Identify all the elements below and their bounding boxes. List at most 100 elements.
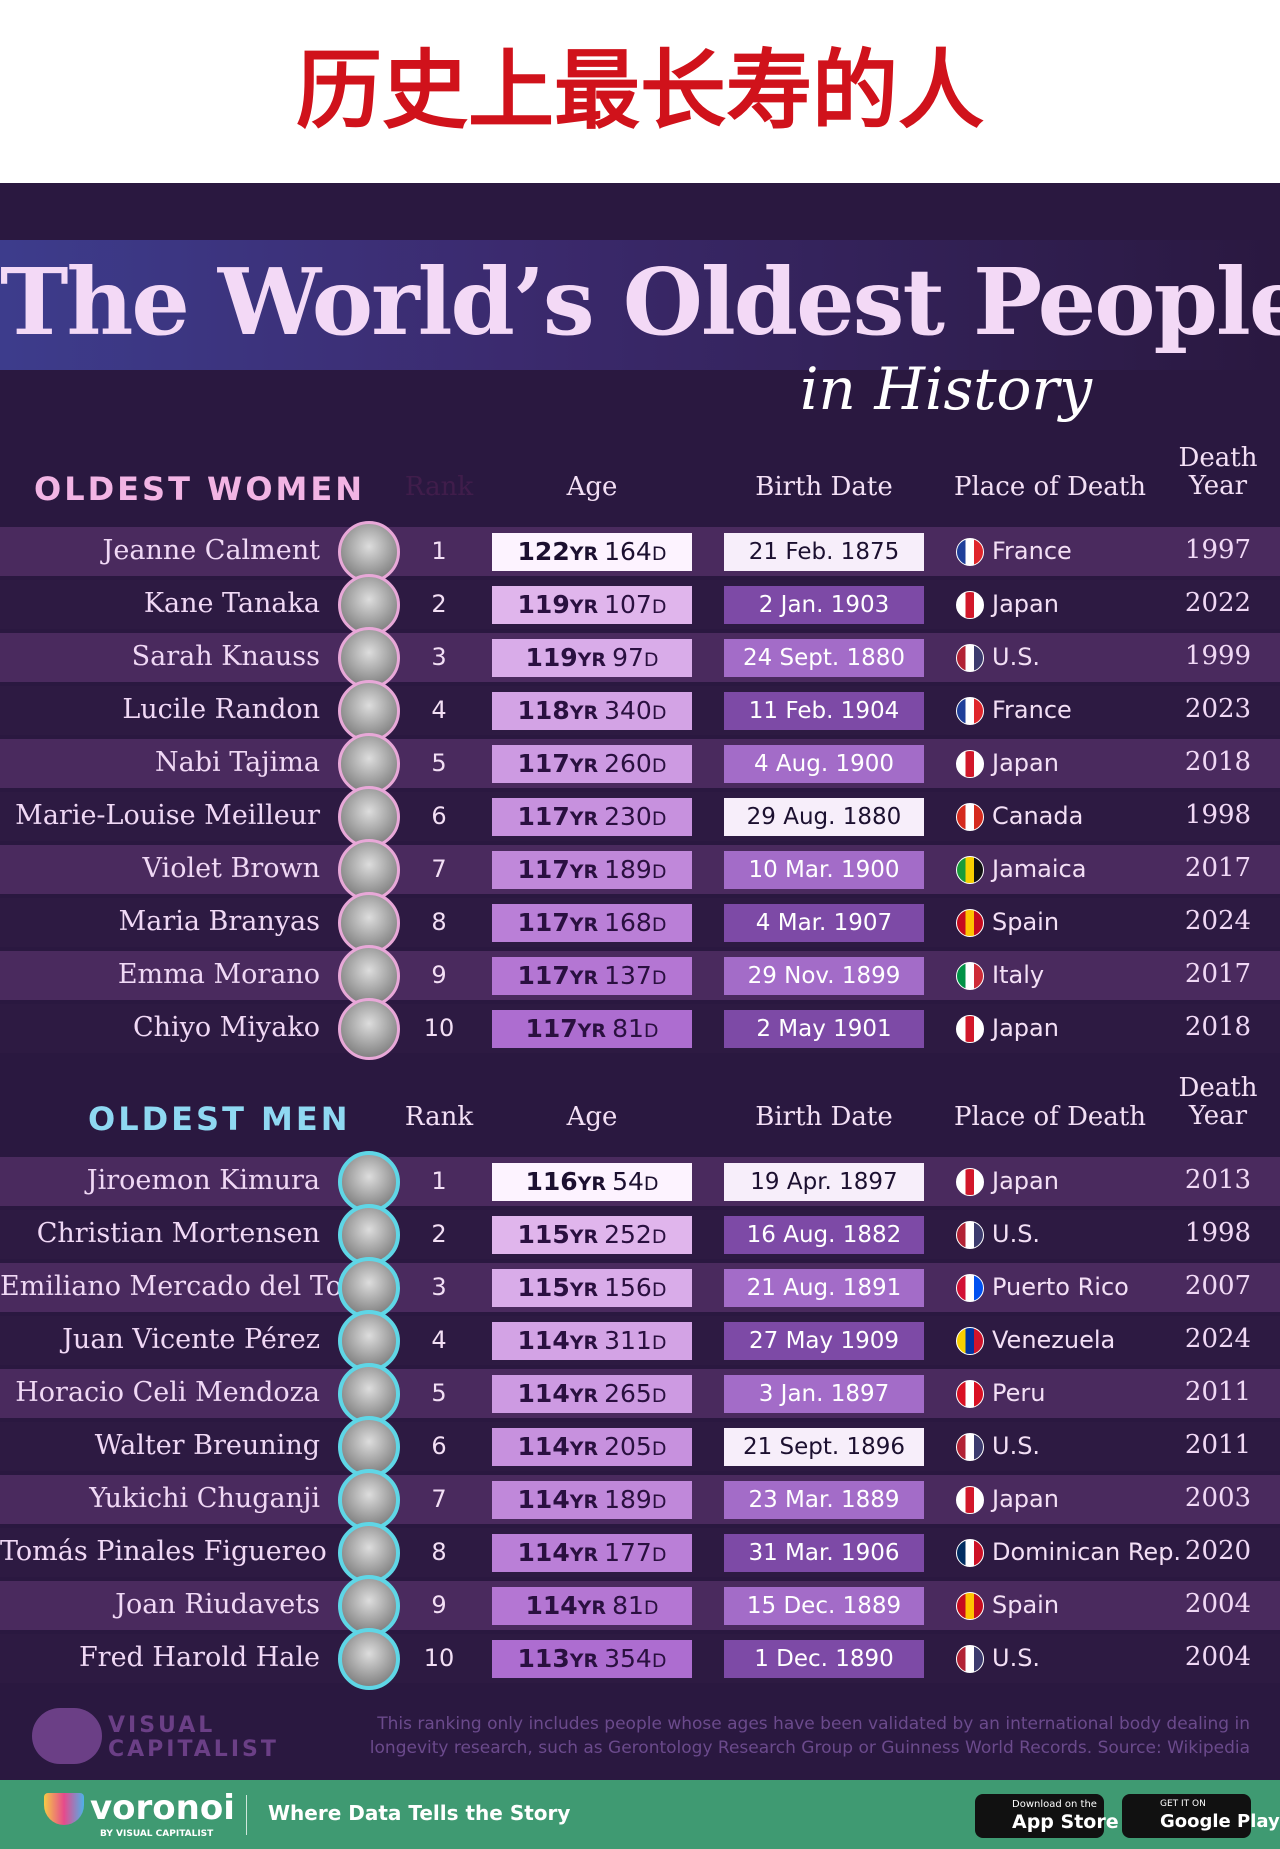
rank: 3 bbox=[431, 1273, 447, 1301]
top-banner bbox=[0, 0, 1280, 183]
age-years: 117 bbox=[517, 802, 570, 831]
place: Jamaica bbox=[992, 855, 1087, 883]
age-days-unit: D bbox=[651, 755, 667, 777]
place: Puerto Rico bbox=[992, 1273, 1129, 1301]
portrait bbox=[338, 892, 400, 954]
rank: 4 bbox=[431, 1326, 447, 1354]
infographic-subtitle: in History bbox=[800, 355, 1092, 423]
play-button bbox=[1122, 1794, 1251, 1838]
birth-box: 15 Dec. 1889 bbox=[724, 1587, 924, 1625]
person-name: Yukichi Chuganji bbox=[89, 1483, 320, 1514]
age-days-unit: D bbox=[651, 1279, 667, 1301]
age-days: 177 bbox=[604, 1538, 652, 1567]
place: U.S. bbox=[992, 1220, 1041, 1248]
age-box: 122YR 164D bbox=[492, 533, 692, 571]
birth-box: 1 Dec. 1890 bbox=[724, 1640, 924, 1678]
person-name: Emiliano Mercado del Toro bbox=[0, 1271, 372, 1302]
portrait bbox=[338, 1363, 400, 1425]
age-days: 137 bbox=[604, 961, 652, 990]
age-years-unit: YR bbox=[569, 1438, 599, 1460]
flag bbox=[956, 909, 984, 937]
rank: 5 bbox=[431, 749, 447, 777]
age-days-unit: D bbox=[643, 1020, 659, 1042]
place: Dominican Rep. bbox=[992, 1538, 1182, 1566]
rank: 5 bbox=[431, 1379, 447, 1407]
death-year: 2013 bbox=[1184, 1165, 1252, 1195]
age-days: 156 bbox=[604, 1273, 652, 1302]
death-year: 1999 bbox=[1184, 641, 1252, 671]
age-days-unit: D bbox=[651, 967, 667, 989]
place: U.S. bbox=[992, 643, 1041, 671]
rank: 10 bbox=[423, 1014, 455, 1042]
place: Japan bbox=[992, 749, 1059, 777]
person-name: Nabi Tajima bbox=[155, 747, 320, 778]
portrait bbox=[338, 1628, 400, 1690]
birth-box: 29 Nov. 1899 bbox=[724, 957, 924, 995]
age-years-unit: YR bbox=[569, 543, 599, 565]
age-box: 117YR 137D bbox=[492, 957, 692, 995]
age-years: 119 bbox=[525, 643, 578, 672]
age-days-unit: D bbox=[651, 1332, 667, 1354]
age-days-unit: D bbox=[651, 861, 667, 883]
age-days: 205 bbox=[604, 1432, 652, 1461]
age-days: 252 bbox=[604, 1220, 652, 1249]
person-name: Juan Vicente Pérez bbox=[62, 1324, 320, 1355]
flag bbox=[956, 803, 984, 831]
age-box: 117YR 168D bbox=[492, 904, 692, 942]
age-box: 113YR 354D bbox=[492, 1640, 692, 1678]
flag bbox=[956, 1380, 984, 1408]
flag bbox=[956, 538, 984, 566]
age-days: 97 bbox=[612, 643, 644, 672]
death-year: 2011 bbox=[1184, 1430, 1252, 1460]
person-name: Walter Breuning bbox=[94, 1430, 320, 1461]
flag bbox=[956, 697, 984, 725]
age-years: 114 bbox=[517, 1485, 570, 1514]
birth-box: 27 May 1909 bbox=[724, 1322, 924, 1360]
flag bbox=[956, 1433, 984, 1461]
death-year: 2004 bbox=[1184, 1589, 1252, 1619]
death-year: 2018 bbox=[1184, 1012, 1252, 1042]
appstore-small: Download on the bbox=[1012, 1799, 1097, 1810]
flag bbox=[956, 1539, 984, 1567]
rank: 6 bbox=[431, 802, 447, 830]
column-rank: Rank bbox=[404, 472, 474, 502]
age-days: 230 bbox=[604, 802, 652, 831]
flag bbox=[956, 856, 984, 884]
rank: 2 bbox=[431, 1220, 447, 1248]
age-years: 118 bbox=[517, 696, 570, 725]
age-box: 114YR 81D bbox=[492, 1587, 692, 1625]
person-name: Sarah Knauss bbox=[131, 641, 320, 672]
rank: 9 bbox=[431, 1591, 447, 1619]
age-years-unit: YR bbox=[569, 1385, 599, 1407]
column-place: Place of Death bbox=[954, 472, 1146, 502]
age-years-unit: YR bbox=[577, 1173, 607, 1195]
age-years-unit: YR bbox=[577, 1597, 607, 1619]
death-year: 2007 bbox=[1184, 1271, 1252, 1301]
death-year: 1997 bbox=[1184, 535, 1252, 565]
death-year: 1998 bbox=[1184, 1218, 1252, 1248]
age-years-unit: YR bbox=[569, 1332, 599, 1354]
age-days-unit: D bbox=[651, 596, 667, 618]
age-years: 114 bbox=[517, 1538, 570, 1567]
age-years-unit: YR bbox=[569, 1226, 599, 1248]
rank: 7 bbox=[431, 855, 447, 883]
place: Spain bbox=[992, 908, 1060, 936]
age-years: 115 bbox=[517, 1220, 570, 1249]
age-days-unit: D bbox=[651, 1226, 667, 1248]
age-days-unit: D bbox=[651, 1491, 667, 1513]
birth-box: 4 Mar. 1907 bbox=[724, 904, 924, 942]
portrait bbox=[338, 1151, 400, 1213]
age-days-unit: D bbox=[643, 649, 659, 671]
age-box: 115YR 252D bbox=[492, 1216, 692, 1254]
age-box: 114YR 311D bbox=[492, 1322, 692, 1360]
flag bbox=[956, 962, 984, 990]
column-birth: Birth Date bbox=[755, 1102, 893, 1132]
portrait bbox=[338, 786, 400, 848]
age-years: 117 bbox=[517, 749, 570, 778]
age-days-unit: D bbox=[643, 1597, 659, 1619]
age-days: 81 bbox=[612, 1014, 644, 1043]
age-days-unit: D bbox=[651, 1544, 667, 1566]
appstore-button bbox=[975, 1794, 1104, 1838]
column-age: Age bbox=[566, 472, 618, 502]
rank: 7 bbox=[431, 1485, 447, 1513]
